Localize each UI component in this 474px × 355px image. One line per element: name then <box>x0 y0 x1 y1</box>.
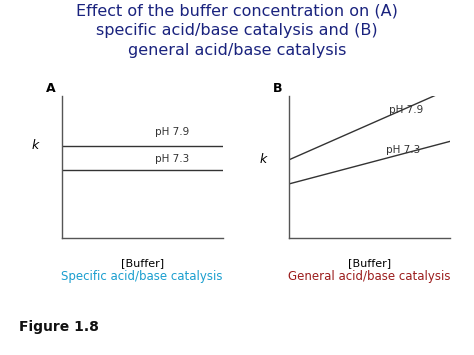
Text: k: k <box>32 139 39 152</box>
Text: pH 7.9: pH 7.9 <box>389 105 423 115</box>
Text: General acid/base catalysis: General acid/base catalysis <box>289 270 451 283</box>
Text: Specific acid/base catalysis: Specific acid/base catalysis <box>62 270 223 283</box>
Text: A: A <box>46 82 55 95</box>
Text: pH 7.3: pH 7.3 <box>386 144 420 155</box>
Text: pH 7.9: pH 7.9 <box>155 127 189 137</box>
Text: pH 7.3: pH 7.3 <box>155 154 189 164</box>
Text: k: k <box>259 153 266 166</box>
Text: Effect of the buffer concentration on (A)
specific acid/base catalysis and (B)
g: Effect of the buffer concentration on (A… <box>76 4 398 58</box>
Text: Figure 1.8: Figure 1.8 <box>19 320 99 333</box>
Text: [Buffer]: [Buffer] <box>121 258 164 268</box>
Text: [Buffer]: [Buffer] <box>348 258 391 268</box>
Text: B: B <box>273 82 283 95</box>
